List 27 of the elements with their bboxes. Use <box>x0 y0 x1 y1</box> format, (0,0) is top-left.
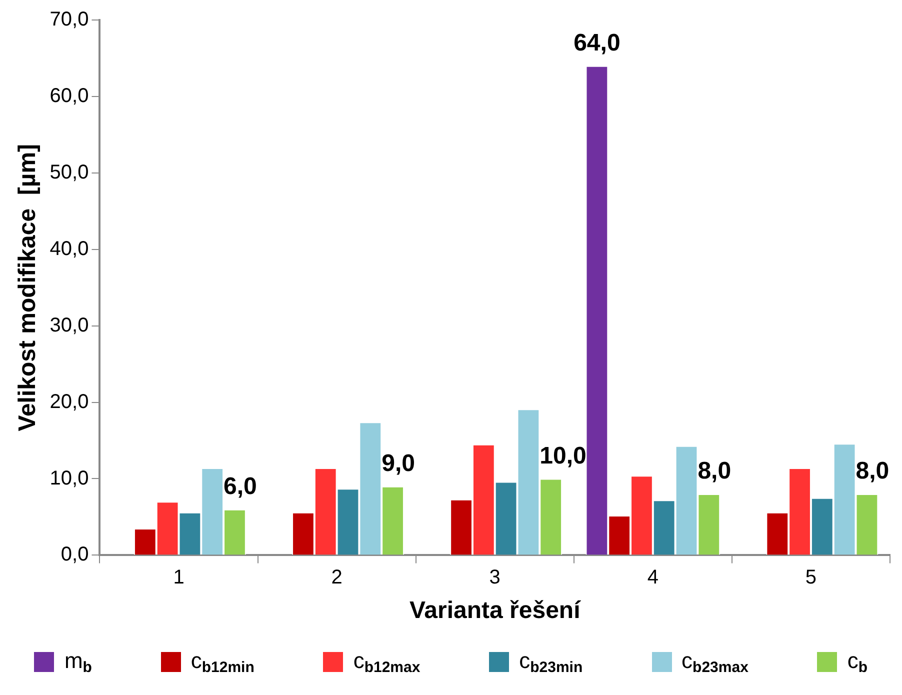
legend-label: m$_{b}$ <box>64 648 92 676</box>
y-tick-label: 0,0 <box>60 544 89 566</box>
legend-label: c$_{b12max}$ <box>353 648 420 676</box>
data-label: 8,0 <box>856 458 890 485</box>
y-axis-title: Velikost modifikace [µm] <box>14 144 42 432</box>
x-tick-label: 2 <box>331 566 342 589</box>
x-axis-title: Varianta řešení <box>409 597 582 624</box>
data-label: 10,0 <box>540 442 586 470</box>
x-tick-label: 1 <box>173 566 184 589</box>
legend-label: c$_{b12min}$ <box>190 648 254 676</box>
y-tick-label: 10,0 <box>50 467 89 490</box>
data-label: 6,0 <box>224 472 257 500</box>
legend-label: c$_{b}$ <box>847 648 868 676</box>
y-tick-label: 20,0 <box>50 390 89 413</box>
y-tick-label: 60,0 <box>50 84 89 107</box>
y-tick-label: 50,0 <box>50 161 89 184</box>
data-label: 8,0 <box>698 458 732 485</box>
y-tick-label: 30,0 <box>50 314 89 336</box>
y-tick-label: 40,0 <box>50 238 89 260</box>
y-tick-label: 70,0 <box>50 8 89 31</box>
x-tick-label: 3 <box>489 566 500 589</box>
legend-label: c$_{b23min}$ <box>519 648 583 676</box>
data-label: 64,0 <box>574 30 620 56</box>
x-tick-label: 5 <box>805 566 817 589</box>
x-tick-label: 4 <box>647 566 658 589</box>
data-label: 9,0 <box>382 450 415 478</box>
legend-label: c$_{b23max}$ <box>682 648 748 676</box>
